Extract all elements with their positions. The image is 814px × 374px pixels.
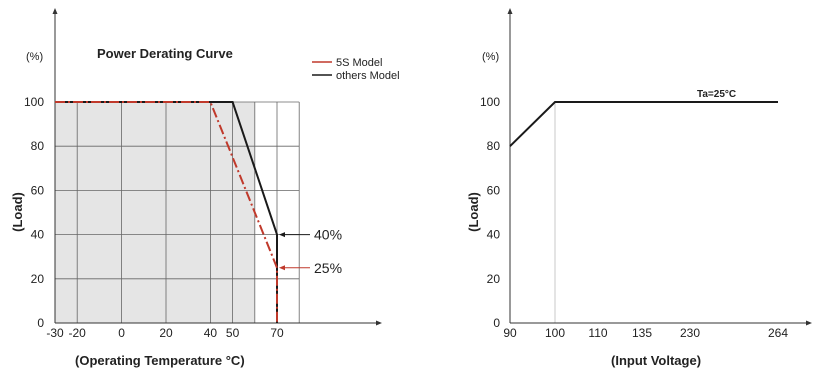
legend-label: 5S Model bbox=[336, 57, 382, 69]
x-tick-label: 100 bbox=[545, 326, 565, 340]
y-tick-label: 20 bbox=[487, 272, 501, 286]
input-voltage-derating-chart: 90 100 110 135 230 264 0 20 40 60 80 100 (%) (Load)… bbox=[466, 8, 812, 368]
x-tick-label: -20 bbox=[69, 326, 87, 340]
x-tick-label: 135 bbox=[632, 326, 652, 340]
y-tick-label: 60 bbox=[31, 183, 45, 197]
y-tick-label: 0 bbox=[37, 316, 44, 330]
5s-model-line bbox=[55, 101, 278, 323]
arrowhead bbox=[806, 320, 812, 326]
x-tick-label: 50 bbox=[226, 326, 240, 340]
x-axis-title: (Input Voltage) bbox=[611, 353, 701, 368]
y-tick-label: 80 bbox=[31, 139, 45, 153]
arrowhead bbox=[279, 232, 285, 238]
x-tick-label: 110 bbox=[588, 326, 607, 340]
arrowhead bbox=[376, 320, 382, 326]
arrowhead bbox=[52, 8, 58, 14]
x-tick-label: -30 bbox=[46, 326, 64, 340]
y-unit-label: (%) bbox=[482, 51, 499, 63]
legend-label: others Model bbox=[336, 70, 400, 82]
arrowhead bbox=[507, 8, 513, 14]
y-tick-label: 40 bbox=[487, 228, 501, 242]
y-tick-label: 0 bbox=[493, 316, 500, 330]
y-tick-label: 20 bbox=[31, 272, 45, 286]
temperature-derating-chart: -30 -20 0 20 40 50 70 0 20 40 60 80 100 Power Derati… bbox=[10, 8, 400, 368]
y-tick-label: 80 bbox=[487, 139, 501, 153]
callout-label: 40% bbox=[314, 227, 342, 243]
callout-label: 25% bbox=[314, 260, 342, 276]
ambient-temperature-label: Ta=25°C bbox=[697, 89, 736, 100]
x-tick-label: 70 bbox=[270, 326, 284, 340]
x-tick-label: 230 bbox=[680, 326, 700, 340]
x-tick-label: 264 bbox=[768, 326, 788, 340]
y-tick-label: 100 bbox=[480, 95, 500, 109]
chart-title: Power Derating Curve bbox=[97, 46, 233, 61]
y-tick-label: 60 bbox=[487, 183, 501, 197]
x-tick-label: 0 bbox=[118, 326, 125, 340]
y-tick-label: 100 bbox=[24, 95, 44, 109]
x-tick-label: 20 bbox=[159, 326, 173, 340]
x-tick-label: 90 bbox=[503, 326, 517, 340]
x-axis-title: (Operating Temperature °C) bbox=[75, 353, 245, 368]
operating-area-shading bbox=[55, 102, 255, 323]
arrowhead bbox=[279, 265, 285, 271]
x-tick-label: 40 bbox=[204, 326, 218, 340]
y-axis-title: (Load) bbox=[10, 192, 25, 232]
y-tick-label: 40 bbox=[31, 228, 45, 242]
y-unit-label: (%) bbox=[26, 51, 43, 63]
input-voltage-line bbox=[509, 101, 778, 147]
y-axis-title: (Load) bbox=[466, 192, 481, 232]
